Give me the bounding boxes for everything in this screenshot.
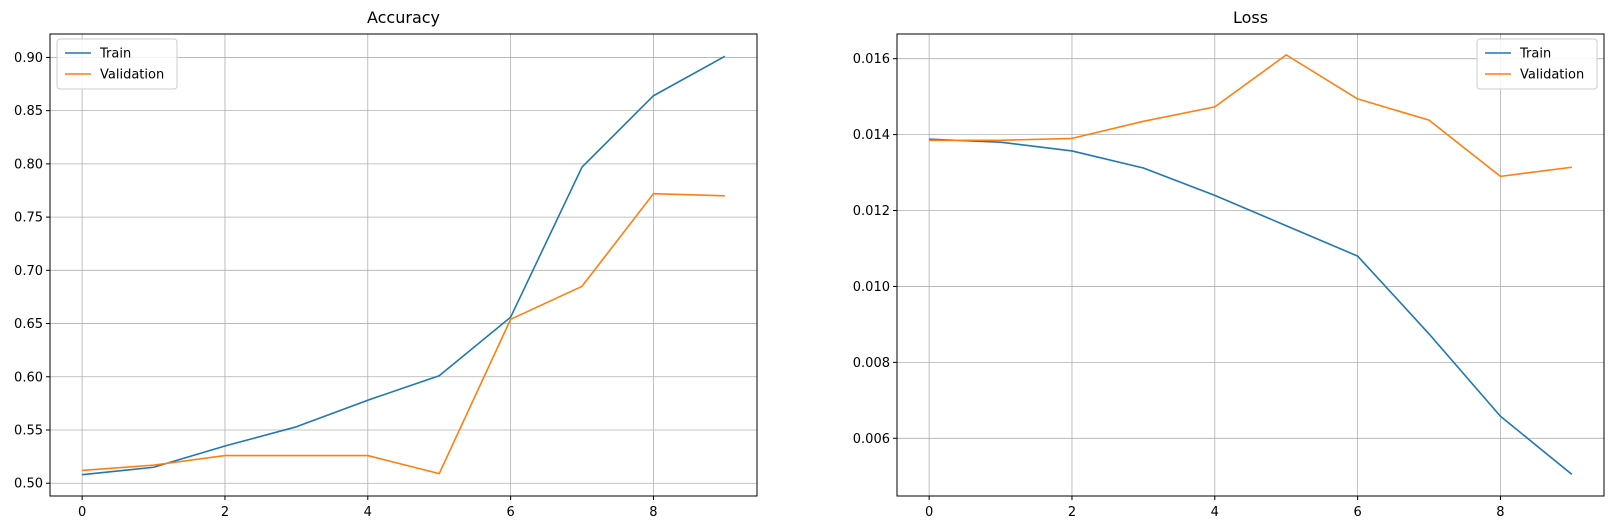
legend: Train Validation (1476, 38, 1598, 90)
y-tick-label: 0.008 (853, 356, 890, 371)
y-tick-label: 0.85 (14, 104, 43, 119)
legend-box (56, 38, 178, 90)
axes-frame (49, 33, 758, 497)
y-tick-label: 0.90 (14, 51, 43, 66)
y-tick-label: 0.50 (14, 477, 43, 492)
y-tick-label: 0.55 (14, 424, 43, 439)
x-tick-label: 6 (1353, 505, 1361, 520)
x-tick-label: 4 (1211, 505, 1219, 520)
x-tick-label: 0 (78, 505, 86, 520)
series-line-train (929, 138, 1573, 475)
legend-label-validation: Validation (100, 68, 164, 83)
x-tick-label: 2 (221, 505, 229, 520)
y-tick-label: 0.80 (14, 157, 43, 172)
y-tick-label: 0.70 (14, 264, 43, 279)
series-line-validation (929, 54, 1572, 178)
y-tick-label: 0.014 (853, 128, 890, 143)
series-line-validation (82, 192, 725, 475)
y-tick-label: 0.012 (853, 204, 890, 219)
chart-0-accuracy: 0 2 4 6 8 0.50 0.55 0.60 0.65 0.70 0.75 0.80 0.85 0.9… (14, 8, 758, 520)
x-tick-label: 4 (364, 505, 372, 520)
y-tick-label: 0.010 (853, 280, 890, 295)
legend-label-train: Train (1519, 47, 1551, 62)
series-line-train (82, 55, 726, 476)
x-tick-label: 8 (1496, 505, 1504, 520)
chart-1-loss: 0 2 4 6 8 0.006 0.008 0.010 0.012 0.014 0.016 Loss T… (853, 8, 1605, 520)
y-tick-label: 0.75 (14, 211, 43, 226)
y-tick-label: 0.006 (853, 432, 890, 447)
chart-title: Accuracy (367, 8, 440, 27)
legend: Train Validation (56, 38, 178, 90)
axes-frame (896, 33, 1605, 497)
y-tick-label: 0.65 (14, 317, 43, 332)
x-tick-label: 8 (649, 505, 657, 520)
legend-label-validation: Validation (1520, 68, 1584, 83)
chart-title: Loss (1233, 8, 1268, 27)
y-tick-label: 0.60 (14, 370, 43, 385)
x-tick-label: 6 (506, 505, 514, 520)
legend-label-train: Train (99, 47, 131, 62)
x-tick-label: 2 (1068, 505, 1076, 520)
y-tick-label: 0.016 (853, 52, 890, 67)
legend-box (1476, 38, 1598, 90)
x-tick-label: 0 (925, 505, 933, 520)
